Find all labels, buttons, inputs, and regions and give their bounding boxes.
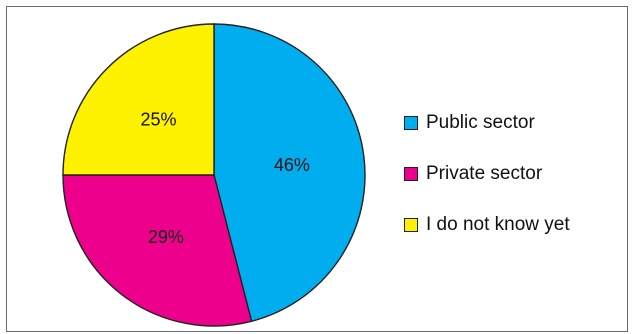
- pie-value-label-1: 29%: [148, 227, 184, 247]
- pie-value-labels: 46% 29% 25%: [140, 110, 309, 248]
- pie-value-label-2: 25%: [140, 110, 176, 130]
- legend-label-do-not-know: I do not know yet: [426, 214, 570, 235]
- pie-slice-1: [62, 174, 253, 327]
- legend-swatch-public-sector: [404, 116, 418, 130]
- legend-item-do-not-know: I do not know yet: [404, 214, 570, 236]
- pie-value-label-0: 46%: [274, 155, 310, 175]
- legend-swatch-private-sector: [404, 167, 418, 181]
- legend-item-private-sector: Private sector: [404, 163, 570, 185]
- pie-slice-2: [62, 23, 215, 176]
- pie-slices: [62, 23, 366, 327]
- legend-swatch-do-not-know: [404, 218, 418, 232]
- legend-item-public-sector: Public sector: [404, 112, 570, 134]
- pie-slice-0: [213, 23, 366, 323]
- legend-label-public-sector: Public sector: [426, 112, 535, 133]
- legend-label-private-sector: Private sector: [426, 163, 543, 184]
- chart-legend: Public sector Private sector I do not kn…: [404, 112, 570, 265]
